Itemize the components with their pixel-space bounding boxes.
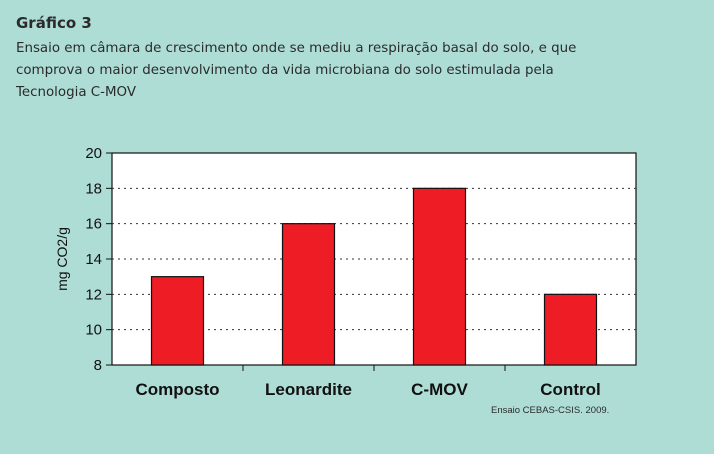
x-category-label: Control — [540, 380, 600, 399]
y-axis-title: mg CO2/g — [54, 227, 70, 291]
plot-area: 8 10 12 14 16 18 20 Composto Leonardite C-MOV Cont… — [54, 145, 637, 399]
x-category-label: Composto — [135, 380, 219, 399]
caption-line-1: Ensaio em câmara de crescimento onde se … — [16, 41, 577, 56]
y-tick-label-18: 18 — [85, 180, 102, 197]
bar-control — [543, 293, 598, 366]
y-tick-label-16: 16 — [85, 216, 102, 233]
caption-line-3: Tecnologia C-MOV — [16, 85, 136, 100]
y-tick-label-12: 12 — [85, 286, 102, 303]
source-note: Ensaio CEBAS-CSIS. 2009. — [491, 405, 610, 416]
x-category-label: Leonardite — [265, 380, 352, 399]
bar-leonardite — [281, 223, 336, 366]
x-category-label: C-MOV — [411, 380, 468, 399]
chart-caption: Ensaio em câmara de crescimento onde se … — [16, 38, 656, 104]
bar-composto — [150, 276, 205, 366]
y-tick-label-20: 20 — [85, 145, 102, 162]
y-tick-label-8: 8 — [94, 357, 102, 374]
caption-line-2: comprova o maior desenvolvimento da vida… — [16, 63, 554, 78]
chart-title: Gráfico 3 — [16, 14, 92, 32]
y-tick-label-10: 10 — [85, 322, 102, 339]
bar-c-mov — [412, 187, 467, 366]
y-tick-label-14: 14 — [85, 251, 102, 268]
